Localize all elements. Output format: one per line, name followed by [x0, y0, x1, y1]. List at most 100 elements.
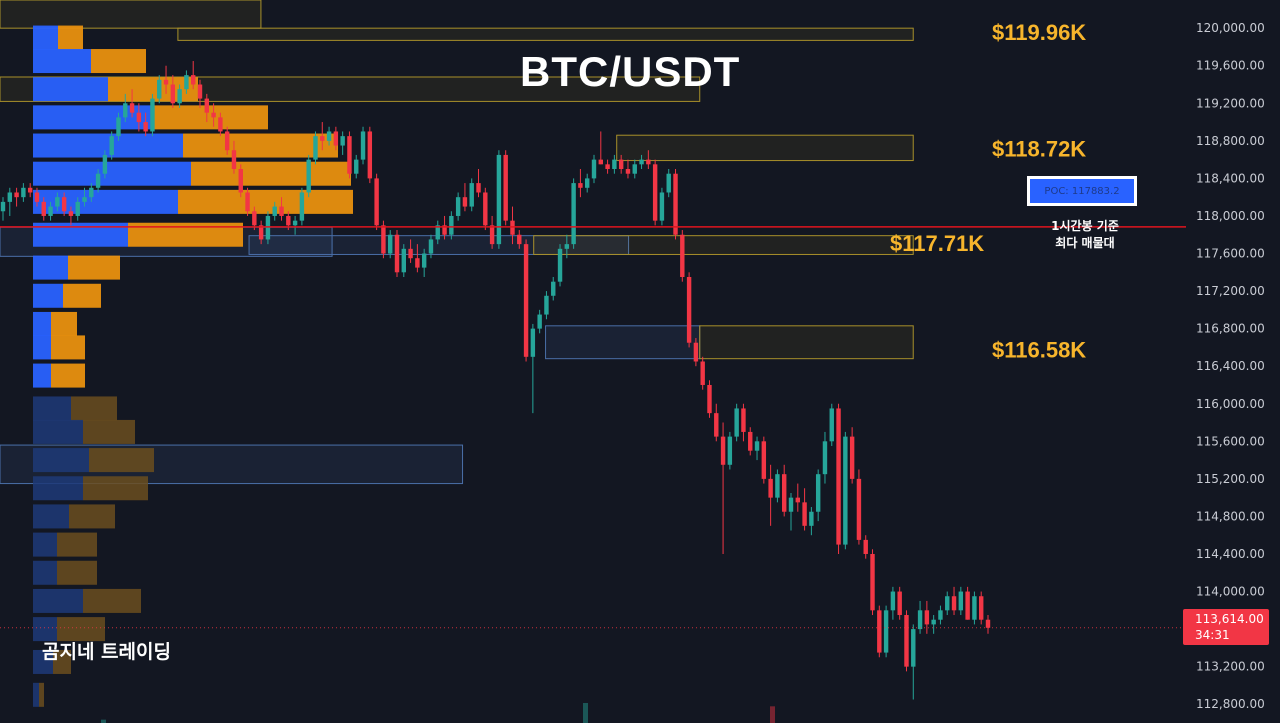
vp-buy-bar — [33, 311, 51, 336]
candle-body — [306, 159, 311, 193]
vp-buy-bar — [33, 255, 68, 280]
candle — [646, 150, 651, 170]
candle-body — [469, 183, 474, 207]
candle — [55, 192, 60, 212]
candle — [306, 154, 311, 198]
candle — [408, 239, 413, 263]
candle — [571, 178, 576, 249]
candle-body — [184, 75, 189, 90]
candle-body — [27, 187, 33, 193]
candle — [761, 436, 767, 484]
candle-body — [313, 136, 318, 160]
vp-sell-bar — [153, 105, 268, 130]
candle — [700, 356, 705, 390]
candle-body — [931, 619, 936, 625]
candle-body — [822, 441, 828, 475]
candle-body — [917, 610, 923, 630]
vp-sell-bar — [68, 255, 120, 280]
candle — [686, 272, 692, 348]
candle-body — [68, 211, 74, 216]
vp-buy-bar — [33, 617, 57, 642]
current-price-value: 113,614.00 — [1195, 612, 1264, 626]
candle-body — [421, 253, 427, 268]
candle — [170, 75, 176, 108]
candle-body — [584, 178, 590, 188]
candle — [326, 126, 332, 146]
candle — [238, 164, 243, 198]
candle — [157, 75, 162, 104]
volume-profile — [33, 25, 353, 707]
candle — [489, 215, 495, 249]
candle-body — [870, 553, 875, 611]
candle — [442, 215, 447, 240]
candle — [598, 131, 604, 165]
y-tick-label: 118,800.00 — [1196, 134, 1265, 148]
candle-body — [768, 478, 773, 498]
candle-body — [157, 79, 162, 99]
vp-buy-bar — [33, 532, 57, 557]
candle — [184, 70, 189, 94]
candle — [945, 591, 950, 616]
poc-badge[interactable]: POC: 117883.2 — [1027, 176, 1137, 206]
y-tick-label: 120,000.00 — [1196, 21, 1265, 35]
candle-body — [0, 201, 6, 212]
candle-body — [496, 154, 502, 245]
candle — [978, 591, 984, 625]
candle — [714, 403, 719, 442]
candle — [252, 206, 257, 231]
candle-body — [951, 596, 957, 611]
candle-body — [449, 215, 454, 235]
vp-buy-bar — [33, 189, 178, 214]
candle — [870, 549, 875, 616]
candle — [435, 220, 440, 245]
candle — [150, 93, 155, 137]
candle — [938, 605, 943, 625]
candle-body — [720, 436, 726, 465]
candle — [68, 206, 74, 226]
candle — [523, 239, 529, 362]
candle-body — [843, 436, 848, 545]
candle — [190, 61, 196, 90]
candle-body — [686, 276, 692, 343]
candle — [75, 197, 80, 221]
candle — [34, 187, 40, 207]
candle — [836, 403, 841, 554]
candle-body — [252, 211, 257, 226]
candle-body — [856, 478, 862, 540]
candle-body — [7, 192, 13, 202]
bar-countdown: 34:31 — [1195, 628, 1230, 642]
candle — [7, 187, 13, 216]
candle-body — [673, 173, 678, 235]
candle — [768, 464, 773, 526]
candle — [61, 192, 67, 216]
y-tick-label: 116,800.00 — [1196, 322, 1265, 336]
candle — [116, 112, 121, 141]
candle — [612, 154, 617, 174]
zone-supply-0 — [0, 0, 262, 29]
candle — [856, 469, 862, 545]
poc-note-line2: 최다 매물대 — [1055, 236, 1115, 250]
candle — [218, 112, 223, 137]
vp-sell-bar — [83, 419, 135, 444]
candle-body — [224, 131, 230, 151]
candle — [340, 131, 345, 155]
candle — [462, 183, 468, 212]
candle-body — [340, 136, 345, 146]
candle — [727, 431, 733, 470]
current-price-badge[interactable]: 113,614.00 34:31 — [1183, 609, 1269, 645]
vp-buy-bar — [33, 133, 183, 158]
candle-body — [795, 497, 801, 503]
y-tick-label: 117,600.00 — [1196, 247, 1265, 261]
candle — [829, 403, 834, 447]
candle — [924, 600, 930, 634]
candle — [911, 624, 916, 700]
vp-buy-bar — [33, 161, 191, 186]
candle-body — [911, 629, 916, 667]
vp-sell-bar — [183, 133, 338, 158]
candle — [748, 427, 753, 456]
candle — [734, 403, 739, 442]
candle-body — [347, 136, 352, 174]
candle-body — [598, 159, 604, 165]
vp-sell-bar — [108, 77, 198, 102]
